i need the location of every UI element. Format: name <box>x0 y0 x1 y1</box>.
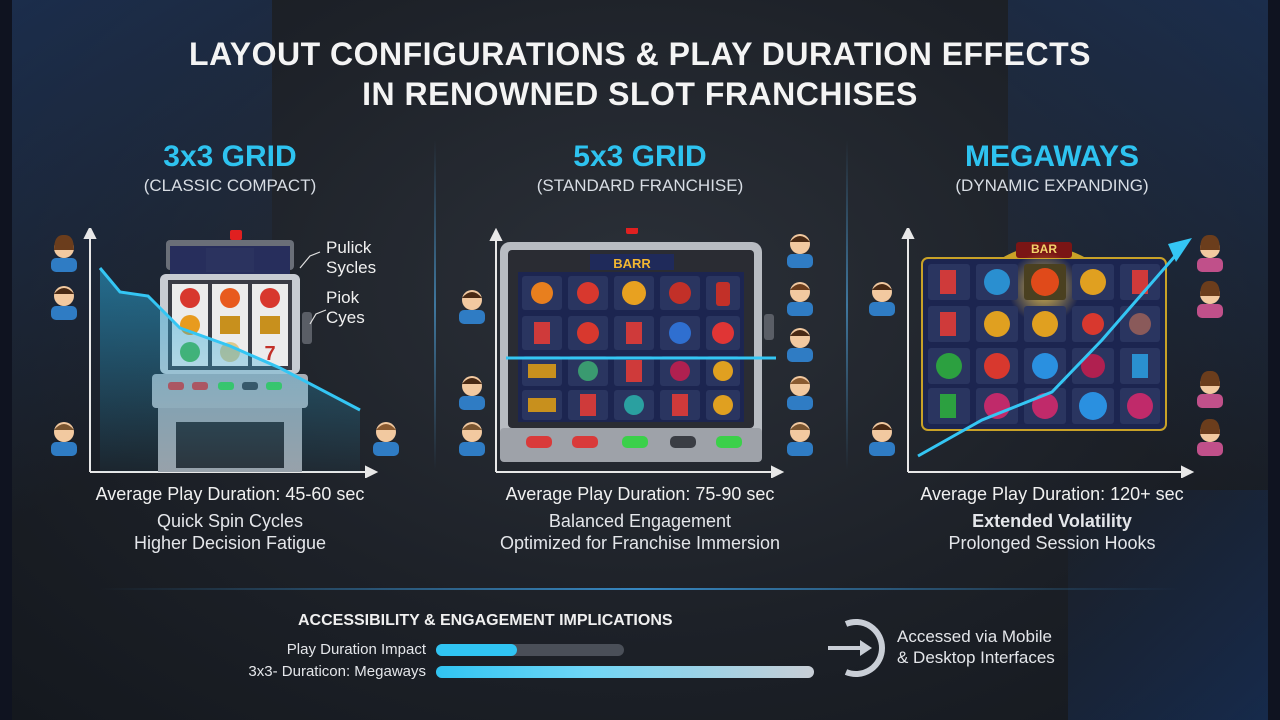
trend-line <box>98 267 361 412</box>
column-subtitle: (CLASSIC COMPACT) <box>143 176 317 195</box>
section-divider <box>100 588 1180 590</box>
progress-bar-fill <box>436 644 517 656</box>
access-note: Accessed via Mobile & Desktop Interfaces <box>897 626 1055 668</box>
column-title: MEGAWAYS <box>965 140 1139 173</box>
column-title: 5x3 GRID <box>573 140 707 173</box>
side-label-line: Piok <box>326 288 360 307</box>
chart-megaways <box>869 228 1223 478</box>
column-subtitle: (DYNAMIC EXPANDING) <box>955 176 1149 195</box>
side-label-1: Pulick Sycles <box>326 238 376 278</box>
stat-line-1: Balanced Engagement <box>548 511 732 531</box>
column-megaways: MEGAWAYS (DYNAMIC EXPANDING) <box>842 140 1262 560</box>
column-3x3-grid: 3x3 GRID (CLASSIC COMPACT) <box>20 140 440 560</box>
implications-title: ACCESSIBILITY & ENGAGEMENT IMPLICATIONS <box>298 612 673 629</box>
chart-5x3 <box>459 228 813 478</box>
average-play-duration: Average Play Duration: 120+ sec <box>920 484 1184 504</box>
avatar <box>459 422 485 456</box>
slot-machine-icon <box>500 228 774 462</box>
avatar <box>51 234 77 272</box>
avatar <box>869 282 895 316</box>
page-title: LAYOUT CONFIGURATIONS & PLAY DURATION EF… <box>0 34 1280 114</box>
page-title-line1: LAYOUT CONFIGURATIONS & PLAY DURATION EF… <box>189 36 1091 72</box>
play-duration-illustration: BAR <box>842 228 1262 478</box>
side-label-line: Sycles <box>326 258 377 277</box>
column-divider-right <box>846 140 848 470</box>
side-label-2: Piok Cyes <box>326 288 365 328</box>
avatar-group <box>869 234 1223 456</box>
avatar-group-left <box>51 234 399 456</box>
progress-bar-fill <box>436 666 814 678</box>
column-subtitle: (STANDARD FRANCHISE) <box>536 176 744 195</box>
machine-sign: BARR <box>613 256 651 271</box>
avatar <box>459 290 485 324</box>
trend-arrowhead <box>1168 238 1192 262</box>
axes <box>901 228 1195 478</box>
avatar <box>51 286 77 320</box>
stat-line-1: Extended Volatility <box>972 511 1132 531</box>
access-line-1: Accessed via Mobile <box>897 627 1052 646</box>
average-play-duration: Average Play Duration: 75-90 sec <box>505 484 775 504</box>
avatar <box>459 376 485 410</box>
avatar <box>787 234 813 268</box>
progress-bar-play-duration-impact <box>436 644 624 656</box>
column-stats: Average Play Duration: 45-60 sec Quick S… <box>20 482 440 554</box>
avatar <box>1197 370 1223 408</box>
average-play-duration: Average Play Duration: 45-60 sec <box>95 484 365 504</box>
svg-text:7: 7 <box>264 343 275 365</box>
avatar <box>787 376 813 410</box>
page-title-line2: IN RENOWNED SLOT FRANCHISES <box>362 76 918 112</box>
bar-label-1: Play Duration Impact <box>286 641 426 658</box>
avatar <box>1197 280 1223 318</box>
avatar <box>1197 418 1223 456</box>
column-divider-left <box>434 140 436 470</box>
avatar <box>51 422 77 456</box>
machine-sign: BAR <box>1031 242 1057 256</box>
reel-symbols <box>522 276 740 420</box>
trend-area <box>100 268 360 472</box>
avatar <box>787 422 813 456</box>
column-5x3-grid: 5x3 GRID (STANDARD FRANCHISE) <box>430 140 850 560</box>
play-duration-illustration: 7 <box>20 228 440 478</box>
trend-line <box>917 247 1184 458</box>
stat-line-2: Prolonged Session Hooks <box>948 533 1156 553</box>
play-duration-illustration: BARR <box>430 228 850 478</box>
bar-label-2: 3x3- Duraticon: Megaways <box>248 663 426 680</box>
avatar <box>787 282 813 316</box>
side-label-line: Cyes <box>326 308 365 327</box>
side-label-line: Pulick <box>326 238 372 257</box>
progress-bar-megaways <box>436 666 814 678</box>
arrow-right-icon <box>826 618 886 678</box>
axes <box>489 228 785 478</box>
background-decoration-bottom-right <box>1068 490 1268 720</box>
avatar <box>787 328 813 362</box>
chart-3x3: 7 <box>51 228 399 478</box>
access-line-2: & Desktop Interfaces <box>897 648 1055 667</box>
avatar <box>1197 234 1223 272</box>
column-stats: Average Play Duration: 120+ sec Extended… <box>842 482 1262 554</box>
avatar <box>373 422 399 456</box>
stat-line-2: Optimized for Franchise Immersion <box>499 533 781 553</box>
avatar <box>869 422 895 456</box>
stat-line-1: Quick Spin Cycles <box>156 511 304 531</box>
column-stats: Average Play Duration: 75-90 sec Balance… <box>430 482 850 554</box>
column-title: 3x3 GRID <box>163 140 297 173</box>
avatar-group <box>459 234 813 456</box>
megaways-grid-icon <box>921 242 1167 431</box>
stat-line-2: Higher Decision Fatigue <box>133 533 327 553</box>
